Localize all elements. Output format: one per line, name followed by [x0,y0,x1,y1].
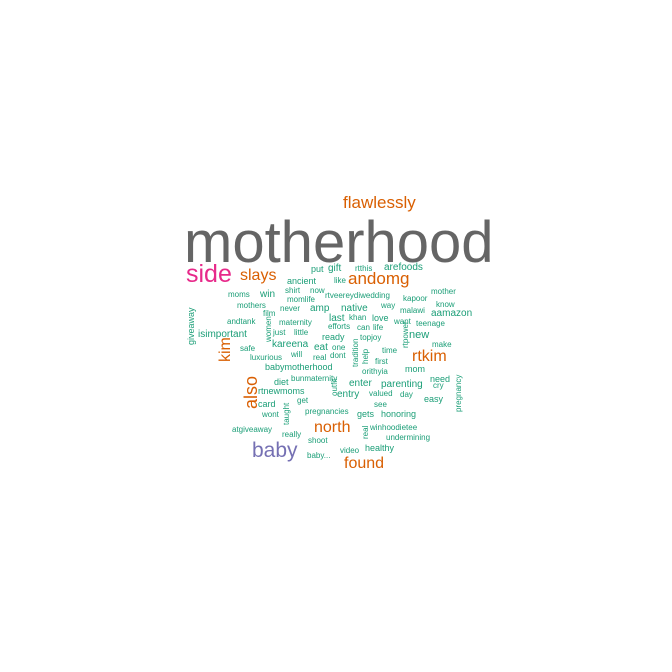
cloud-word: rtkim [412,348,447,365]
cloud-word: rtveereydiwedding [325,291,390,300]
cloud-word: day [400,390,413,399]
cloud-word: khan [349,313,367,322]
cloud-word: rtnewmoms [258,386,305,396]
cloud-word: pregnancies [305,407,349,416]
cloud-word: valued [369,389,393,398]
cloud-word: motherhood [184,210,494,275]
cloud-word: bunmaternity [291,374,338,383]
cloud-word: found [344,455,385,472]
cloud-word: get [297,396,309,405]
cloud-word: real [313,353,327,362]
cloud-word: north [314,419,351,436]
cloud-word: atgiveaway [232,425,273,434]
cloud-word: make [432,340,452,349]
cloud-word: enter [349,378,372,389]
cloud-word: love [372,313,389,323]
cloud-word: win [260,289,276,300]
cloud-word: video [340,446,360,455]
cloud-word: rtpower [401,321,410,348]
cloud-word: rtthis [355,264,373,273]
cloud-word: one [332,343,346,352]
cloud-word: arefoods [384,262,423,273]
cloud-word: real [361,425,370,439]
cloud-word: moms [228,290,250,299]
cloud-word: baby... [307,451,331,460]
cloud-word: andtank [227,317,256,326]
cloud-word: gift [328,263,342,274]
cloud-word: side [186,260,232,288]
cloud-word: maternity [279,318,312,327]
cloud-word: shirt [285,286,301,295]
cloud-word: winhoodietee [370,423,418,432]
cloud-word: last [329,313,345,324]
cloud-word: aamazon [431,308,473,319]
cloud-word: isimportant [198,329,247,340]
cloud-word: help [361,348,370,364]
cloud-word: card [258,399,276,409]
cloud-word: really [282,430,302,439]
cloud-word: want [394,317,411,326]
cloud-word: kapoor [403,294,428,303]
cloud-word: tradition [351,338,360,367]
cloud-word: andomg [348,269,410,288]
cloud-word: shoot [308,436,328,445]
cloud-word: entry [337,389,360,400]
cloud-word: mom [405,364,425,374]
cloud-word: gets [357,409,375,419]
cloud-word: kim [217,337,234,363]
cloud-word: luxurious [250,353,283,362]
cloud-word: native [341,303,368,314]
cloud-word: mothers [237,301,266,310]
cloud-word: efforts [328,322,351,331]
cloud-word: flawlessly [343,193,416,212]
cloud-word: giveaway [186,307,196,345]
cloud-word: momlife [287,295,316,304]
cloud-word: slays [240,267,277,284]
cloud-word: see [374,400,387,409]
cloud-word: ancient [287,276,317,286]
cloud-word: dont [330,351,346,360]
cloud-word: just [273,328,286,337]
cloud-word: like [334,276,347,285]
cloud-word: little [294,328,309,337]
cloud-word: need [430,374,451,384]
cloud-word: wont [262,410,279,419]
cloud-word: pregnancy [454,374,463,412]
cloud-word: kareena [272,339,309,350]
cloud-word: easy [424,394,444,404]
cloud-word: first [375,357,388,366]
cloud-word: baby [252,439,298,462]
cloud-word: healthy [365,443,395,453]
cloud-word: diet [274,377,289,387]
cloud-word: amp [310,303,330,314]
cloud-word: honoring [381,409,417,419]
cloud-word: can [357,323,370,332]
cloud-word: never [280,304,301,313]
cloud-word: put [311,264,324,274]
cloud-word: way [381,301,396,310]
cloud-word: film [263,309,276,318]
cloud-word: taught [282,403,291,426]
cloud-word: topjoy [360,333,382,342]
cloud-word: time [382,346,398,355]
cloud-word: eat [314,342,328,353]
cloud-word: ready [322,332,345,342]
cloud-word: orithyia [362,367,388,376]
cloud-word: babymotherhood [265,362,333,372]
cloud-word: mother [431,287,456,296]
cloud-word: will [291,350,303,359]
cloud-word: know [436,300,455,309]
cloud-word: teenage [416,319,445,328]
cloud-word: malawi [400,306,425,315]
cloud-word: life [373,323,384,332]
cloud-word: cry [433,381,444,390]
cloud-word: new [409,329,430,341]
cloud-word: safe [240,344,256,353]
cloud-word: parenting [381,379,423,390]
cloud-word: undermining [386,433,431,442]
cloud-word: now [310,286,325,295]
